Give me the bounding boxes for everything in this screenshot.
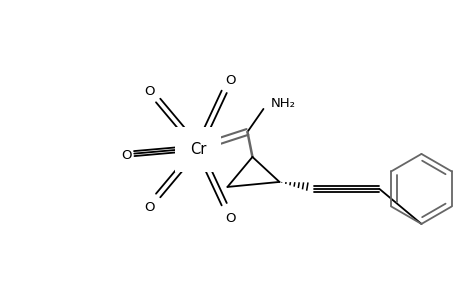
Text: Cr: Cr <box>190 142 206 157</box>
Text: O: O <box>144 85 154 98</box>
Text: O: O <box>144 201 154 214</box>
Text: O: O <box>224 74 235 87</box>
Text: NH₂: NH₂ <box>270 97 295 110</box>
Text: O: O <box>224 212 235 225</box>
Text: O: O <box>121 148 131 162</box>
